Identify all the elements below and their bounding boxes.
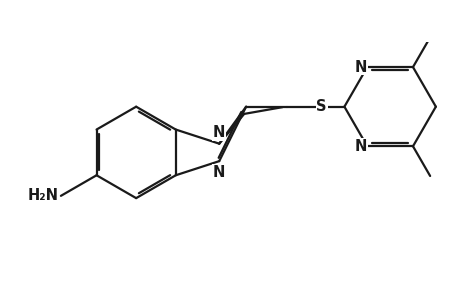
Text: N: N	[213, 165, 225, 180]
Text: S: S	[316, 99, 326, 114]
Text: H₂N: H₂N	[28, 188, 58, 203]
Text: N: N	[354, 139, 366, 154]
Text: N: N	[354, 60, 366, 75]
Text: N: N	[213, 125, 225, 140]
